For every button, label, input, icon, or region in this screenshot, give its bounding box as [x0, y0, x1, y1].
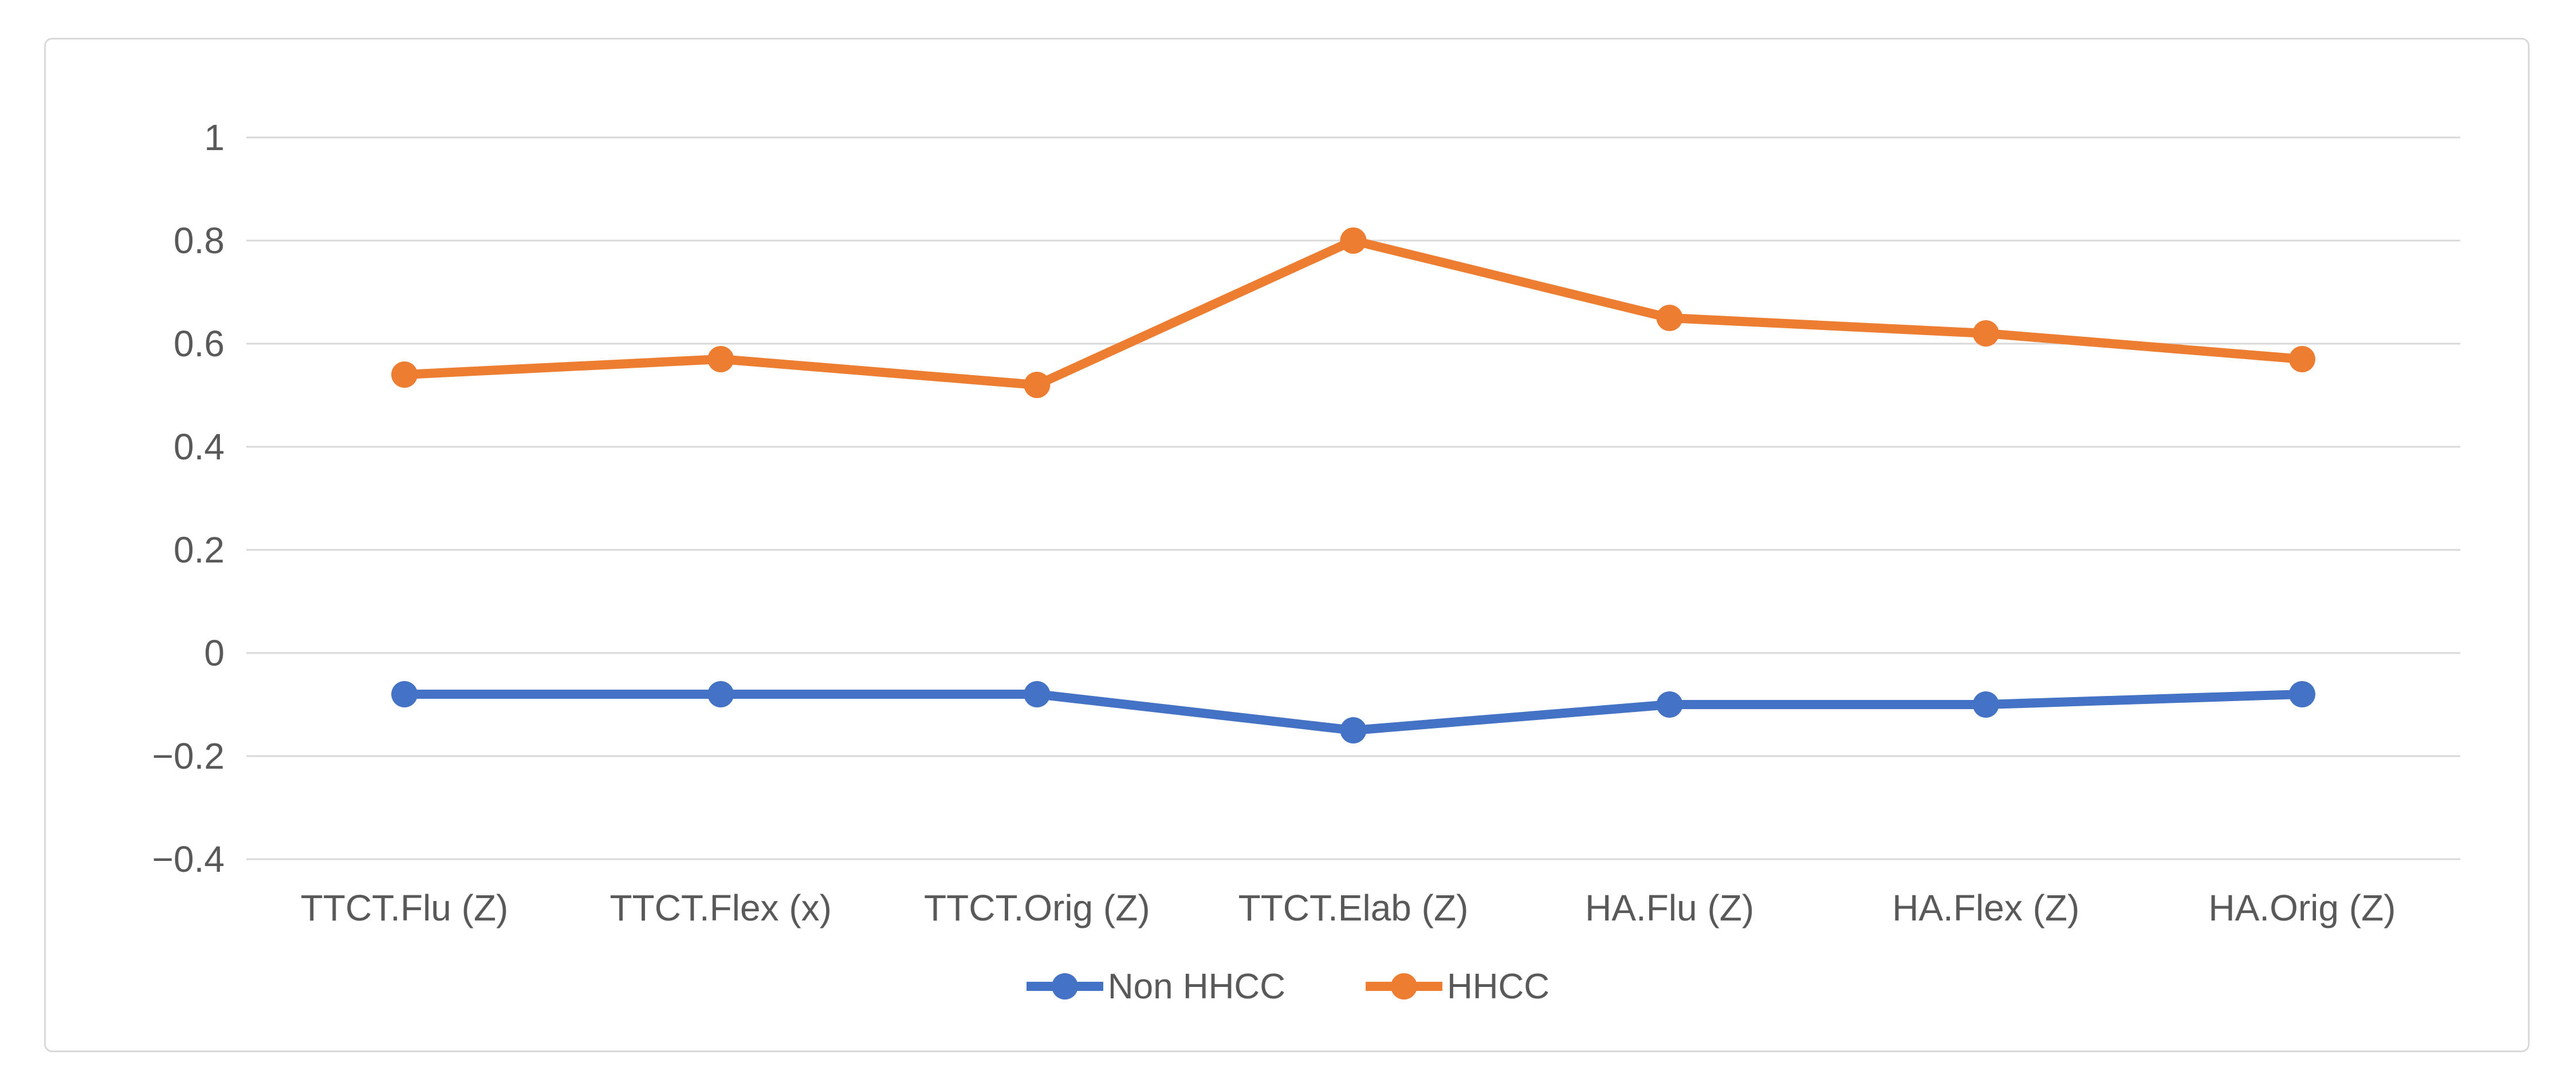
y-tick-label: 0.6	[174, 323, 225, 364]
data-point-hhcc[interactable]	[1656, 305, 1683, 331]
chart-frame	[44, 38, 2530, 1052]
data-point-non-hhcc[interactable]	[1024, 681, 1051, 707]
series-line-hhcc[interactable]	[400, 236, 2307, 390]
y-tick-label: −0.2	[152, 735, 225, 777]
legend-marker-non-hhcc	[1026, 973, 1103, 1000]
legend-marker-hhcc	[1365, 973, 1442, 1000]
data-point-hhcc[interactable]	[1340, 227, 1367, 254]
x-category-label: TTCT.Flex (x)	[609, 887, 832, 929]
data-point-non-hhcc[interactable]	[2288, 681, 2315, 707]
data-point-non-hhcc[interactable]	[707, 681, 734, 707]
y-tick-label: 0	[204, 632, 225, 674]
data-point-hhcc[interactable]	[2288, 346, 2315, 372]
y-tick-label: 0.2	[174, 529, 225, 571]
x-category-label: TTCT.Orig (Z)	[924, 887, 1150, 929]
data-point-non-hhcc[interactable]	[1972, 691, 1999, 718]
legend-item-non-hhcc[interactable]: Non HHCC	[1026, 966, 1285, 1007]
data-point-non-hhcc[interactable]	[391, 681, 418, 707]
y-tick-label: 1	[204, 117, 225, 158]
x-category-label: TTCT.Elab (Z)	[1238, 887, 1469, 929]
legend-item-hhcc[interactable]: HHCC	[1365, 966, 1550, 1007]
x-category-label: HA.Flex (Z)	[1892, 887, 2079, 929]
data-point-hhcc[interactable]	[1972, 320, 1999, 347]
data-point-non-hhcc[interactable]	[1656, 691, 1683, 718]
chart-legend: Non HHCC HHCC	[0, 963, 2576, 1009]
legend-label-non-hhcc: Non HHCC	[1107, 966, 1285, 1006]
x-category-label: TTCT.Flu (Z)	[301, 887, 509, 929]
legend-label-hhcc: HHCC	[1446, 966, 1550, 1006]
x-category-label: HA.Orig (Z)	[2208, 887, 2396, 929]
y-tick-label: −0.4	[152, 839, 225, 880]
y-tick-label: 0.4	[174, 426, 225, 467]
y-tick-label: 0.8	[174, 220, 225, 261]
data-point-hhcc[interactable]	[391, 361, 418, 388]
data-point-hhcc[interactable]	[1024, 372, 1051, 398]
data-point-non-hhcc[interactable]	[1340, 717, 1367, 743]
x-category-label: HA.Flu (Z)	[1585, 887, 1754, 929]
data-point-hhcc[interactable]	[707, 346, 734, 372]
